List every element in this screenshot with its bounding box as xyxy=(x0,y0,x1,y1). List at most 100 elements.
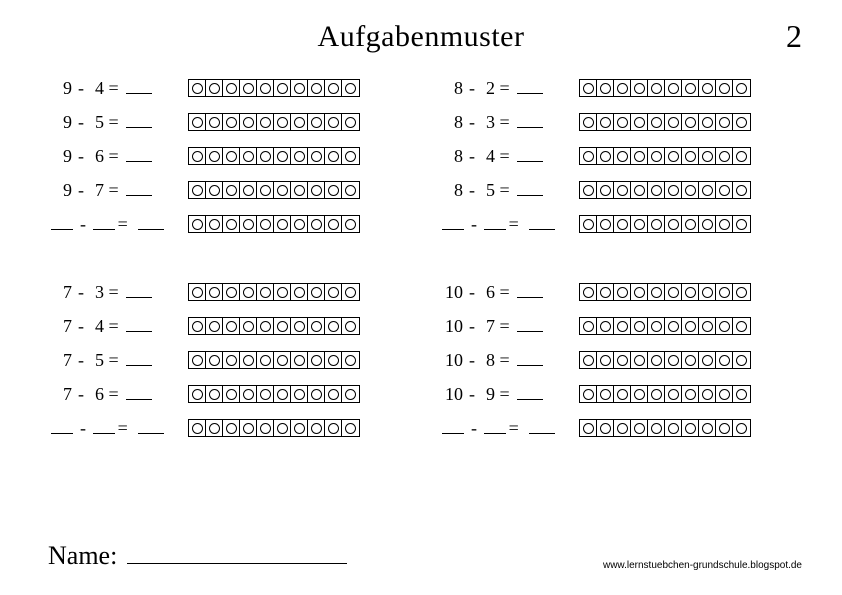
circle-icon xyxy=(702,117,713,128)
circle-icon xyxy=(685,117,696,128)
answer-blank[interactable] xyxy=(517,384,543,400)
circle-icon xyxy=(651,219,662,230)
strip-cell xyxy=(733,182,750,198)
operand-blank[interactable] xyxy=(51,214,73,230)
answer-blank[interactable] xyxy=(517,316,543,332)
strip-cell xyxy=(580,420,597,436)
exercise-block: 7 - 3 = 7 - 4 = 7 - 5 = 7 - 6 = - = xyxy=(50,278,401,442)
equation: 10 - 6 = xyxy=(441,282,573,303)
strip-cell xyxy=(308,284,325,300)
strip-cell xyxy=(699,80,716,96)
strip-cell xyxy=(716,216,733,232)
answer-blank[interactable] xyxy=(126,180,152,196)
strip-cell xyxy=(240,386,257,402)
answer-blank[interactable] xyxy=(517,112,543,128)
circle-icon xyxy=(634,219,645,230)
operand-b: 4 xyxy=(90,78,104,99)
answer-blank[interactable] xyxy=(529,418,555,434)
exercise-row: 7 - 4 = xyxy=(50,312,401,340)
strip-cell xyxy=(223,216,240,232)
answer-blank[interactable] xyxy=(517,78,543,94)
circle-icon xyxy=(243,219,254,230)
circle-icon xyxy=(617,151,628,162)
strip-cell xyxy=(614,420,631,436)
operand-blank[interactable] xyxy=(484,418,506,434)
circle-icon xyxy=(277,151,288,162)
strip-cell xyxy=(682,420,699,436)
operand-blank[interactable] xyxy=(442,418,464,434)
answer-blank[interactable] xyxy=(126,112,152,128)
operand-blank[interactable] xyxy=(93,418,115,434)
circle-icon xyxy=(328,423,339,434)
operand-blank[interactable] xyxy=(484,214,506,230)
strip-cell xyxy=(597,318,614,334)
operand-a: 8 xyxy=(441,78,463,99)
circle-icon xyxy=(719,389,730,400)
strip-cell xyxy=(342,80,359,96)
strip-cell xyxy=(308,216,325,232)
circle-icon xyxy=(311,117,322,128)
strip-cell xyxy=(733,386,750,402)
circle-icon xyxy=(617,185,628,196)
circle-icon xyxy=(260,151,271,162)
operand-blank[interactable] xyxy=(93,214,115,230)
exercise-row: 9 - 6 = xyxy=(50,142,401,170)
answer-blank[interactable] xyxy=(517,350,543,366)
circle-icon xyxy=(209,83,220,94)
source-url: www.lernstuebchen-grundschule.blogspot.d… xyxy=(603,560,802,571)
strip-cell xyxy=(733,148,750,164)
name-blank-line[interactable] xyxy=(127,544,347,564)
strip-cell xyxy=(325,182,342,198)
strip-cell xyxy=(716,284,733,300)
equals-sign: = xyxy=(495,350,513,371)
answer-blank[interactable] xyxy=(517,146,543,162)
circle-icon xyxy=(294,287,305,298)
operand-blank[interactable] xyxy=(442,214,464,230)
circle-icon xyxy=(243,185,254,196)
strip-cell xyxy=(665,114,682,130)
strip-cell xyxy=(291,182,308,198)
answer-blank[interactable] xyxy=(517,180,543,196)
strip-cell xyxy=(631,182,648,198)
answer-blank[interactable] xyxy=(126,282,152,298)
answer-blank[interactable] xyxy=(126,350,152,366)
strip-cell xyxy=(291,216,308,232)
equals-sign: = xyxy=(116,214,134,235)
answer-blank[interactable] xyxy=(126,384,152,400)
strip-cell xyxy=(614,114,631,130)
circle-icon xyxy=(617,83,628,94)
operand-blank[interactable] xyxy=(51,418,73,434)
circle-icon xyxy=(226,389,237,400)
circle-icon xyxy=(345,389,356,400)
strip-cell xyxy=(699,284,716,300)
answer-blank[interactable] xyxy=(138,418,164,434)
strip-cell xyxy=(257,318,274,334)
answer-blank[interactable] xyxy=(138,214,164,230)
strip-cell xyxy=(257,216,274,232)
exercise-row: 8 - 3 = xyxy=(441,108,792,136)
answer-blank[interactable] xyxy=(126,78,152,94)
equation: 8 - 5 = xyxy=(441,180,573,201)
strip-cell xyxy=(223,80,240,96)
operator: - xyxy=(72,112,90,133)
circle-icon xyxy=(328,389,339,400)
circle-icon xyxy=(668,389,679,400)
strip-cell xyxy=(716,352,733,368)
circle-icon xyxy=(651,355,662,366)
strip-cell xyxy=(580,114,597,130)
circle-icon xyxy=(736,355,747,366)
strip-cell xyxy=(325,216,342,232)
strip-cell xyxy=(580,148,597,164)
answer-blank[interactable] xyxy=(126,146,152,162)
answer-blank[interactable] xyxy=(529,214,555,230)
answer-blank[interactable] xyxy=(517,282,543,298)
strip-cell xyxy=(342,182,359,198)
circle-icon xyxy=(192,117,203,128)
circle-icon xyxy=(651,185,662,196)
exercise-row: 10 - 7 = xyxy=(441,312,792,340)
answer-blank[interactable] xyxy=(126,316,152,332)
strip-cell xyxy=(325,420,342,436)
operand-a: 10 xyxy=(441,350,463,371)
strip-cell xyxy=(308,80,325,96)
strip-cell xyxy=(274,420,291,436)
